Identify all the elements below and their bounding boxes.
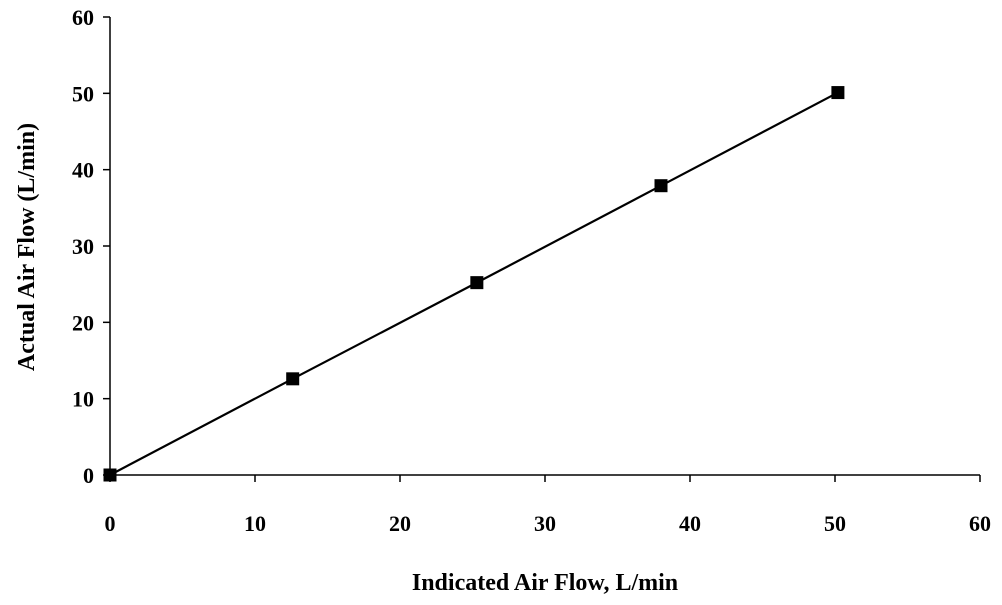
x-tick-label: 60 xyxy=(969,511,991,536)
data-point-marker xyxy=(470,276,484,290)
data-point-marker xyxy=(286,372,300,386)
x-tick-label: 40 xyxy=(679,511,701,536)
data-point-marker xyxy=(831,86,845,100)
data-point-marker xyxy=(103,468,117,482)
y-tick-label: 20 xyxy=(72,310,94,335)
data-point-marker xyxy=(654,179,668,193)
x-axis-ticks: 0 10 20 30 40 50 60 xyxy=(105,475,991,536)
y-tick-label: 10 xyxy=(72,387,94,412)
y-tick-label: 0 xyxy=(83,463,94,488)
y-axis-title: Actual Air Flow (L/min) xyxy=(14,123,40,371)
y-tick-label: 50 xyxy=(72,81,94,106)
x-tick-label: 0 xyxy=(105,511,116,536)
x-tick-label: 30 xyxy=(534,511,556,536)
x-tick-label: 10 xyxy=(244,511,266,536)
x-tick-label: 50 xyxy=(824,511,846,536)
x-tick-label: 20 xyxy=(389,511,411,536)
y-tick-label: 60 xyxy=(72,5,94,30)
y-tick-label: 40 xyxy=(72,158,94,183)
y-tick-label: 30 xyxy=(72,234,94,259)
y-axis-ticks: 0 10 20 30 40 50 60 xyxy=(72,5,110,488)
x-axis-title: Indicated Air Flow, L/min xyxy=(412,570,678,596)
series-layer xyxy=(103,86,845,482)
